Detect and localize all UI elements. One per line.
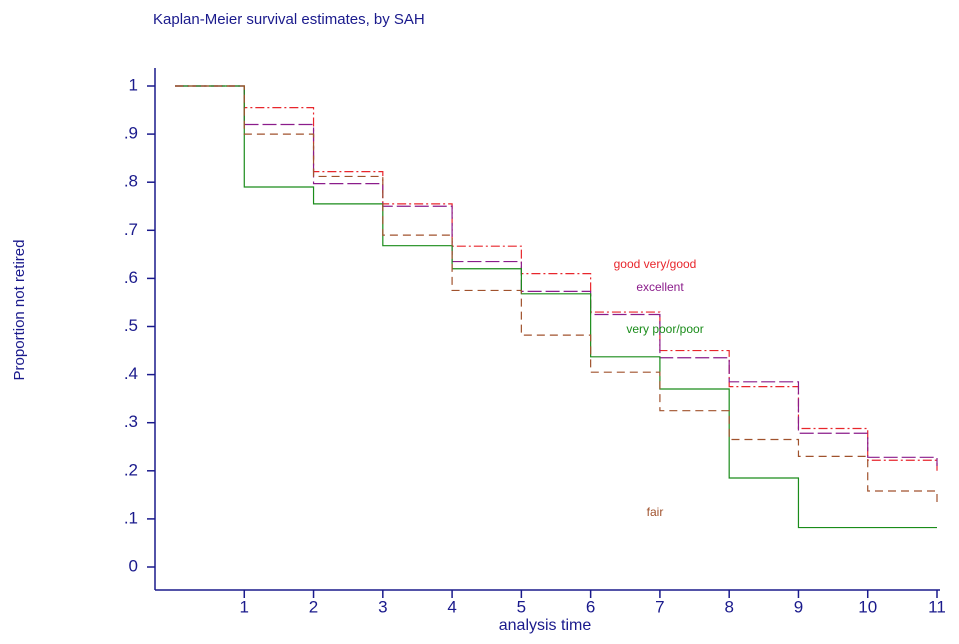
- x-tick-label: 3: [378, 597, 387, 616]
- y-tick-label: .9: [124, 124, 138, 143]
- series-label: very poor/poor: [626, 322, 703, 336]
- survival-line: [175, 85, 938, 503]
- y-axis-label: Proportion not retired: [11, 240, 28, 381]
- x-tick-label: 9: [794, 597, 803, 616]
- x-tick-label: 5: [517, 597, 526, 616]
- x-tick-label: 6: [586, 597, 595, 616]
- x-tick-label: 8: [724, 597, 733, 616]
- survival-line: [175, 85, 938, 466]
- survival-line: [175, 85, 937, 529]
- series-label: good very/good: [614, 257, 697, 271]
- chart-title: Kaplan-Meier survival estimates, by SAH: [153, 11, 425, 28]
- x-tick-label: 2: [309, 597, 318, 616]
- series-label: fair: [647, 505, 664, 519]
- y-tick-label: .1: [124, 508, 138, 527]
- x-tick-label: 11: [928, 597, 946, 616]
- y-tick-label: .7: [124, 220, 138, 239]
- x-tick-label: 10: [858, 597, 877, 616]
- series-label: excellent: [636, 280, 684, 294]
- survival-line: [175, 85, 938, 471]
- y-tick-label: .3: [124, 412, 138, 431]
- x-tick-label: 7: [655, 597, 664, 616]
- y-tick-label: .6: [124, 268, 138, 287]
- x-tick-label: 1: [240, 597, 249, 616]
- y-tick-label: .5: [124, 316, 138, 335]
- x-tick-label: 4: [447, 597, 456, 616]
- x-axis-label: analysis time: [499, 617, 592, 634]
- y-tick-label: .2: [124, 460, 138, 479]
- y-tick-label: .8: [124, 172, 138, 191]
- y-tick-label: 0: [129, 556, 138, 575]
- y-tick-label: 1: [129, 75, 138, 94]
- y-tick-label: .4: [124, 364, 138, 383]
